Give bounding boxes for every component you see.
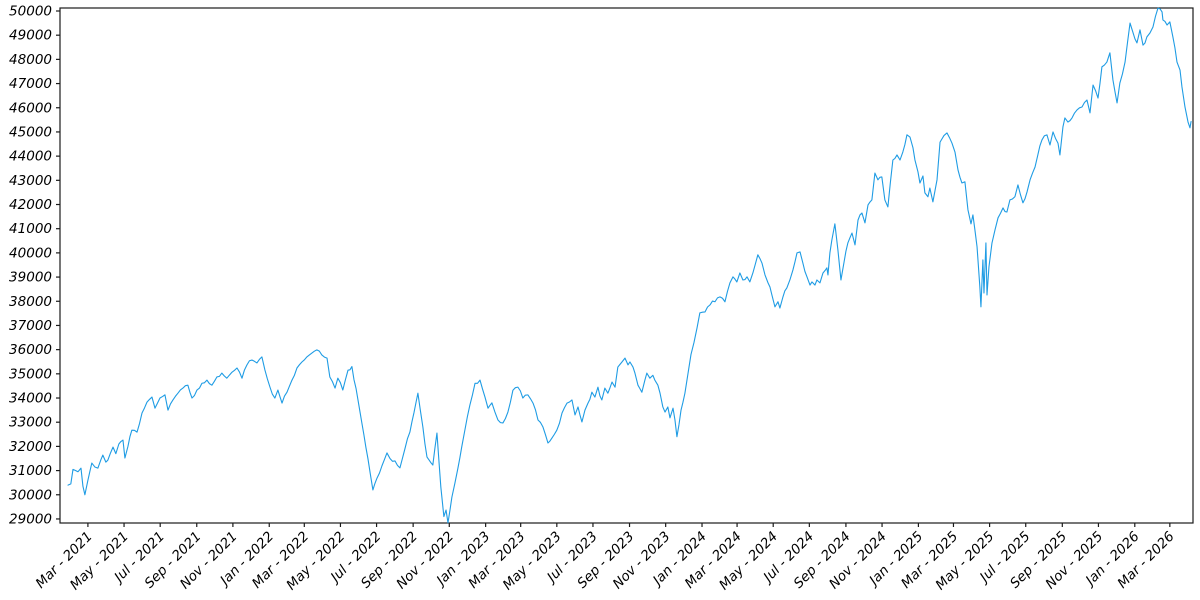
y-tick-label: 40000 <box>9 245 52 261</box>
y-tick-label: 45000 <box>9 124 52 140</box>
y-tick-label: 38000 <box>9 294 52 310</box>
y-tick-label: 34000 <box>9 391 52 407</box>
y-tick-label: 46000 <box>9 100 52 116</box>
y-tick-label: 48000 <box>9 52 52 68</box>
y-tick-label: 31000 <box>9 463 52 479</box>
y-tick-label: 29000 <box>9 511 52 527</box>
y-tick-label: 43000 <box>9 173 52 189</box>
y-tick-label: 33000 <box>9 415 52 431</box>
price-line <box>67 7 1192 524</box>
y-tick-label: 30000 <box>9 487 52 503</box>
y-tick-label: 44000 <box>9 149 52 165</box>
y-tick-label: 47000 <box>9 76 52 92</box>
y-tick-label: 32000 <box>9 439 52 455</box>
plot-border <box>59 7 1194 524</box>
y-tick-label: 42000 <box>9 197 52 213</box>
y-tick-label: 41000 <box>9 221 52 237</box>
y-tick-label: 49000 <box>9 28 52 44</box>
y-tick-label: 37000 <box>9 318 52 334</box>
y-tick-label: 35000 <box>9 366 52 382</box>
y-tick-label: 36000 <box>9 342 52 358</box>
y-tick-label: 50000 <box>9 3 52 19</box>
y-tick-label: 39000 <box>9 270 52 286</box>
y-axis: 29000 30000 31000 32000 33000 34000 35000 36000… <box>9 3 60 527</box>
